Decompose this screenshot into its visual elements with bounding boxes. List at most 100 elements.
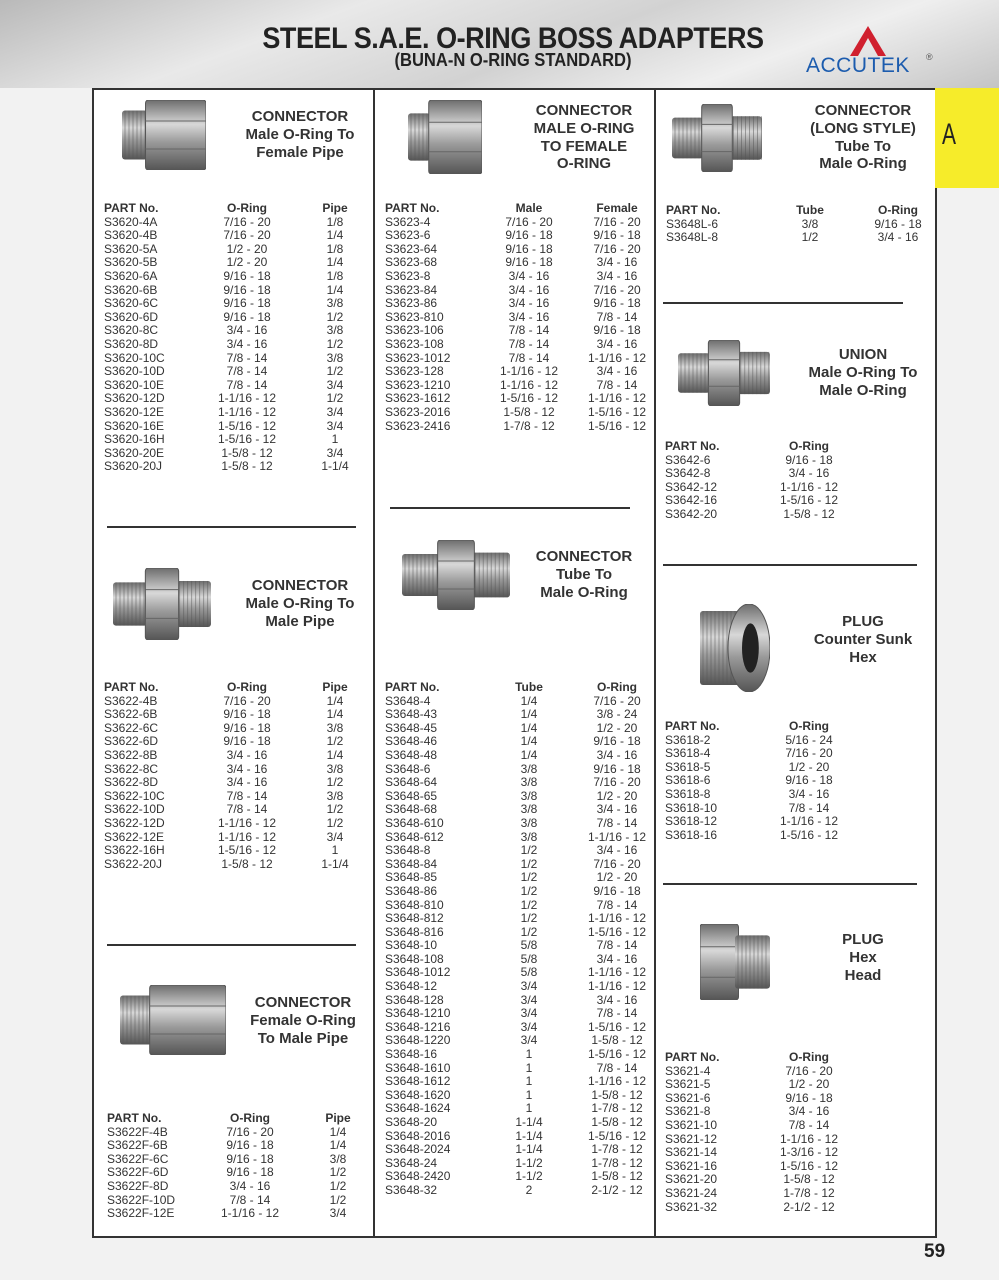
spec-cell: 2-1/2 - 12 <box>591 1182 643 1197</box>
table-header-row: PART No. O-Ring Pipe <box>107 1111 383 1126</box>
spec-cell: 1-5/8 - 12 <box>591 1087 643 1102</box>
part-number: S3620-6C <box>104 296 159 311</box>
part-number: S3648-812 <box>385 911 444 926</box>
section-title-line: Tube To <box>834 137 892 155</box>
spec-cell: 9/16 - 18 <box>593 734 641 749</box>
table-row: S3622F-4B 7/16 - 20 1/4 <box>107 1125 383 1140</box>
spec-cell: 3/4 - 16 <box>508 282 550 297</box>
page-number: 59 <box>924 1241 946 1262</box>
part-number: S3642-6 <box>665 452 711 467</box>
part-number: S3648-16 <box>385 1047 438 1062</box>
spec-cell: 1/4 <box>520 747 538 762</box>
spec-cell: 1 <box>331 432 339 447</box>
spec-cell: 1-5/16 - 12 <box>587 418 647 433</box>
parts-table: PART No. O-Ring Pipe S3622F-4B 7/16 - 20 1/4 S… <box>107 1111 383 1221</box>
table-row: S3618-8 3/4 - 16 <box>665 787 853 802</box>
table-row: S3648-10 5/8 7/8 - 14 <box>385 939 661 953</box>
section-title-line: Male O-Ring <box>540 583 628 601</box>
column-header: PART No. <box>104 680 159 694</box>
spec-cell: 9/16 - 18 <box>223 720 271 735</box>
spec-cell: 7/8 - 14 <box>596 377 638 392</box>
spec-cell: 3/4 - 16 <box>226 761 268 776</box>
section-title: UNION Male O-Ring To Male O-Ring <box>778 346 948 399</box>
spec-cell: 1-5/16 - 12 <box>587 1047 647 1062</box>
spec-cell: 1/4 <box>520 734 538 749</box>
part-number: S3648-1012 <box>385 965 451 980</box>
spec-cell: 1/4 <box>326 747 344 762</box>
part-number: S3623-2416 <box>385 418 451 433</box>
part-number: S3622F-6D <box>107 1165 169 1180</box>
table-row: S3621-12 1-1/16 - 12 <box>665 1131 853 1147</box>
part-number: S3622-6D <box>104 734 159 749</box>
fitting-image <box>700 603 771 697</box>
table-row: S3621-8 3/4 - 16 <box>665 1105 853 1119</box>
table-row: S3648-46 1/4 9/16 - 18 <box>385 735 661 749</box>
spec-cell: 9/16 - 18 <box>593 296 641 311</box>
spec-cell: 3/4 <box>326 418 344 433</box>
section-title-line: MALE O-RING <box>533 119 635 137</box>
spec-cell: 9/16 - 18 <box>593 761 641 776</box>
spec-cell: 1-1/4 <box>321 856 349 871</box>
fitting-image <box>678 339 770 411</box>
spec-cell: 3/4 <box>326 829 344 844</box>
section-title-line: Male O-Ring <box>819 381 907 399</box>
table-row: S3642-6 9/16 - 18 <box>665 452 853 468</box>
parts-table: PART No. Tube O-Ring S3648-4 1/4 7/16 - 20 S36… <box>385 680 661 1198</box>
part-number: S3648-45 <box>385 720 438 735</box>
spec-cell: 3/8 <box>329 1151 347 1166</box>
table-row: S3618-12 1-1/16 - 12 <box>665 815 853 829</box>
spec-cell: 1-5/8 - 12 <box>591 1033 643 1048</box>
table-row: S3648-48 1/4 3/4 - 16 <box>385 747 661 763</box>
table-row: S3648-1624 1 1-7/8 - 12 <box>385 1102 661 1116</box>
part-number: S3622-10D <box>104 802 165 817</box>
spec-cell: 9/16 - 18 <box>223 296 271 311</box>
table-row: S3618-5 1/2 - 20 <box>665 759 853 775</box>
spec-cell: 7/16 - 20 <box>593 282 641 297</box>
spec-cell: 3/4 - 16 <box>596 336 638 351</box>
fitting-image <box>113 567 211 645</box>
section-title-line: PLUG <box>842 613 884 630</box>
section-title-line: Male O-Ring To <box>808 363 918 381</box>
part-number: S3648-86 <box>385 883 438 898</box>
spec-cell: 3/4 <box>520 979 538 994</box>
column-header: PART No. <box>385 680 440 694</box>
spec-cell: 1/2 - 20 <box>788 759 830 774</box>
spec-cell: 7/8 - 14 <box>226 364 268 379</box>
part-number: S3621-14 <box>665 1145 718 1160</box>
catalog-panel <box>92 88 937 1238</box>
table-row: S3620-8D 3/4 - 16 1/2 <box>104 337 380 352</box>
spec-cell: 1-1/16 - 12 <box>217 391 277 406</box>
spec-cell: 9/16 - 18 <box>223 734 271 749</box>
part-number: S3648-12 <box>385 979 438 994</box>
table-row: S3648-43 1/4 3/8 - 24 <box>385 708 661 722</box>
spec-cell: 3/4 <box>326 377 344 392</box>
part-number: S3621-8 <box>665 1104 711 1119</box>
part-number: S3621-12 <box>665 1131 718 1146</box>
spec-cell: 3/4 - 16 <box>596 255 638 270</box>
part-number: S3648-2016 <box>385 1128 451 1143</box>
section-title: CONNECTOR Tube To Male O-Ring <box>499 548 669 601</box>
part-number: S3648-10 <box>385 938 438 953</box>
column-separator <box>654 88 656 1236</box>
spec-cell: 1/2 <box>520 843 538 858</box>
spec-cell: 1/8 <box>326 268 344 283</box>
spec-cell: 1-1/16 - 12 <box>779 479 839 494</box>
spec-cell: 9/16 - 18 <box>593 883 641 898</box>
part-number: S3620-6A <box>104 268 158 283</box>
spec-cell: 7/8 - 14 <box>596 897 638 912</box>
spec-cell: 7/16 - 20 <box>593 241 641 256</box>
spec-cell: 3/4 <box>520 1033 538 1048</box>
spec-cell: 1-1/4 <box>515 1142 543 1157</box>
spec-cell: 1 <box>525 1060 533 1075</box>
table-row: S3648-16 1 1-5/16 - 12 <box>385 1047 661 1062</box>
part-number: S3620-8C <box>104 323 159 338</box>
part-number: S3620-20J <box>104 459 163 474</box>
column-separator <box>373 88 375 1236</box>
part-number: S3620-10E <box>104 377 165 392</box>
spec-cell: 1/2 - 20 <box>788 1077 830 1092</box>
part-number: S3623-128 <box>385 364 444 379</box>
spec-cell: 1-7/8 - 12 <box>503 418 555 433</box>
part-number: S3620-12E <box>104 404 165 419</box>
section-tab[interactable]: A <box>935 88 999 188</box>
page-subtitle: (BUNA-N O-RING STANDARD) <box>394 50 632 70</box>
